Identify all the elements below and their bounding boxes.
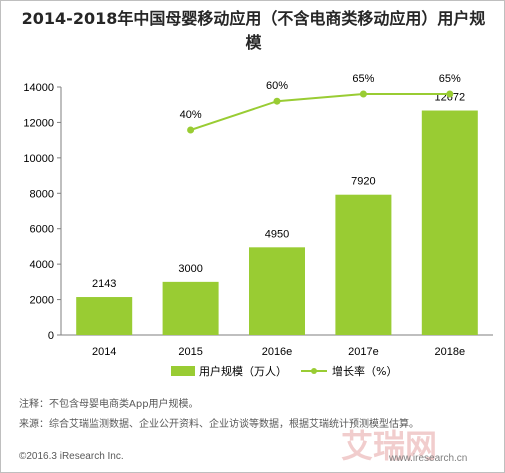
- x-axis: 2014 2015 2016e 2017e 2018e: [61, 334, 493, 358]
- logo-text: 艾瑞网: [341, 427, 437, 465]
- bar: [249, 247, 305, 335]
- bar-value-label: 3000: [178, 263, 202, 275]
- growth-line: [190, 93, 450, 131]
- y-tick-label: 6000: [30, 224, 54, 236]
- x-tick-label: 2017e: [348, 346, 379, 358]
- y-tick-label: 12000: [23, 117, 54, 129]
- growth-point: [187, 126, 195, 134]
- line-series: 40% 60% 65% 65%: [180, 73, 461, 134]
- x-tick-label: 2016e: [262, 346, 293, 358]
- y-axis: 0 2000 4000 6000 8000 10000 12000 14000: [23, 82, 62, 342]
- y-tick-label: 0: [48, 330, 54, 342]
- legend: 用户规模（万人） 增长率（%）: [171, 364, 397, 378]
- chart-title: 2014-2018年中国母婴移动应用（不含电商类移动应用）用户规模: [21, 9, 486, 52]
- bar: [421, 110, 478, 336]
- bar: [76, 297, 133, 335]
- bar-value-label: 7920: [351, 176, 375, 188]
- legend-line-marker: [311, 368, 317, 374]
- legend-line-label: 增长率（%）: [332, 364, 397, 378]
- growth-value-label: 65%: [352, 73, 374, 85]
- growth-point: [273, 97, 281, 105]
- bar: [162, 281, 219, 335]
- logo-url: www.iresearch.cn: [389, 453, 468, 464]
- y-tick-label: 8000: [30, 188, 54, 200]
- growth-value-label: 65%: [439, 73, 461, 85]
- footer-note: 注释：不包含母婴电商类App用户规模。: [19, 399, 199, 410]
- x-tick-label: 2015: [178, 346, 202, 358]
- bar: [335, 194, 392, 335]
- y-tick-label: 14000: [23, 82, 54, 94]
- growth-value-label: 60%: [266, 80, 288, 92]
- legend-bar-swatch: [171, 366, 195, 376]
- x-tick-label: 2018e: [435, 346, 466, 358]
- y-tick-label: 4000: [30, 259, 54, 271]
- growth-point: [446, 90, 454, 98]
- growth-point: [359, 90, 367, 98]
- footer-source: 来源：综合艾瑞监测数据、企业公开资料、企业访谈等数据，根据艾瑞统计预测模型估算。: [19, 419, 419, 430]
- legend-bar-label: 用户规模（万人）: [199, 364, 287, 378]
- copyright: ©2016.3 iResearch Inc.: [19, 451, 124, 462]
- bar-value-label: 4950: [265, 228, 289, 240]
- x-tick-label: 2014: [92, 346, 116, 358]
- bar-value-label: 2143: [92, 278, 116, 290]
- y-tick-label: 10000: [23, 153, 54, 165]
- y-tick-label: 2000: [30, 295, 54, 307]
- growth-value-label: 40%: [180, 109, 202, 121]
- iresearch-logo: 艾瑞网: [341, 427, 437, 465]
